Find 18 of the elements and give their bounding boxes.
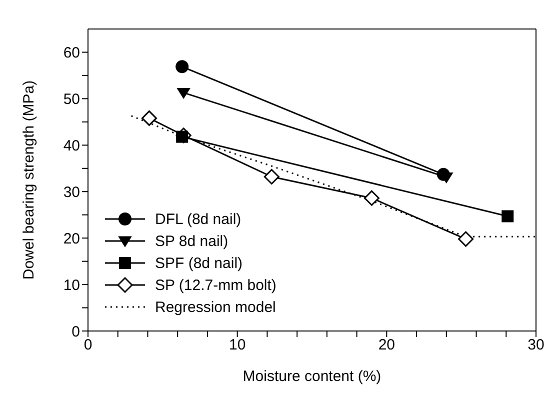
y-tick-label: 30 <box>63 184 80 201</box>
x-tick-label: 10 <box>228 336 246 354</box>
y-axis-title: Dowel bearing strength (MPa) <box>20 80 38 280</box>
y-tick-label: 20 <box>63 230 80 248</box>
legend-label: Regression model <box>155 298 276 316</box>
y-tick-label: 50 <box>63 91 80 108</box>
legend-label: SPF (8d nail) <box>155 254 243 272</box>
legend-label: SP 8d nail) <box>155 232 228 250</box>
x-tick-label: 20 <box>378 336 396 354</box>
legend-label: SP (12.7-mm bolt) <box>155 276 276 294</box>
y-tick-label: 0 <box>72 323 80 340</box>
legend-label: DFL (8d nail) <box>155 210 242 228</box>
y-tick-label: 40 <box>63 137 80 154</box>
x-tick-label: 0 <box>84 336 92 354</box>
x-axis-title: Moisture content (%) <box>242 368 382 385</box>
y-tick-label: 60 <box>63 44 80 62</box>
x-tick-label: 30 <box>528 336 544 354</box>
y-tick-label: 10 <box>63 276 80 294</box>
